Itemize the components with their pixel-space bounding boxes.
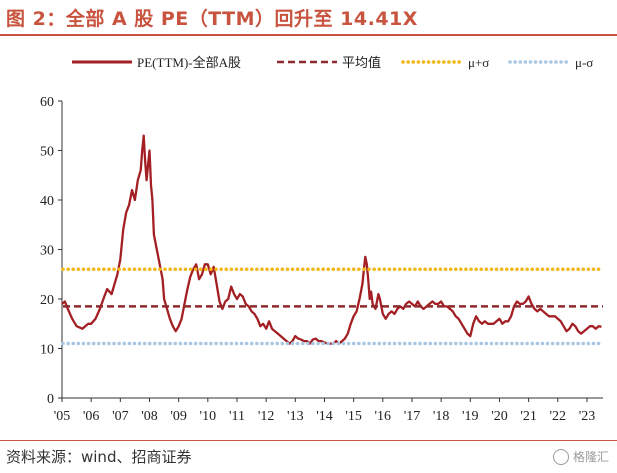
chart-legend: PE(TTM)-全部A股 平均值 μ+σ μ-σ xyxy=(72,55,593,70)
x-tick-label: '23 xyxy=(579,409,596,424)
chart-axes: 0 10 20 30 40 50 60 '05 '06 '07 '08 '09 '10 '11 '12 '13… xyxy=(40,95,603,424)
x-tick-label: '15 xyxy=(345,409,362,424)
x-tick-label: '05 xyxy=(54,409,71,424)
chart-series xyxy=(61,134,605,346)
source-note: 资料来源：wind、招商证券 xyxy=(6,448,192,466)
legend-label: 平均值 xyxy=(342,55,381,70)
x-tick-label: '14 xyxy=(316,409,333,424)
legend-label: μ-σ xyxy=(575,55,593,70)
x-tick-label: '18 xyxy=(433,409,450,424)
legend-label: PE(TTM)-全部A股 xyxy=(137,55,241,70)
x-tick-label: '07 xyxy=(112,409,129,424)
footer-divider xyxy=(0,440,617,441)
x-tick-label: '19 xyxy=(462,409,479,424)
title-divider xyxy=(0,34,617,36)
x-tick-label: '08 xyxy=(141,409,158,424)
y-tick-label: 20 xyxy=(40,293,54,308)
x-tick-label: '10 xyxy=(200,409,217,424)
x-tick-label: '16 xyxy=(375,409,392,424)
x-tick-label: '09 xyxy=(170,409,187,424)
y-tick-label: 50 xyxy=(40,145,54,160)
y-tick-label: 10 xyxy=(40,343,54,358)
y-tick-label: 60 xyxy=(40,95,54,110)
x-tick-label: '21 xyxy=(520,409,537,424)
x-tick-label: '11 xyxy=(229,409,245,424)
x-tick-label: '06 xyxy=(83,409,100,424)
watermark: 格隆汇 xyxy=(552,448,609,465)
x-tick-label: '20 xyxy=(491,409,508,424)
watermark-logo-icon xyxy=(552,448,569,465)
legend-label: μ+σ xyxy=(468,55,489,70)
page-title: 图 2：全部 A 股 PE（TTM）回升至 14.41X xyxy=(6,8,418,30)
watermark-text: 格隆汇 xyxy=(572,450,609,464)
y-tick-label: 30 xyxy=(40,244,54,259)
x-tick-label: '22 xyxy=(550,409,567,424)
y-tick-label: 0 xyxy=(47,392,54,407)
x-tick-label: '13 xyxy=(287,409,304,424)
x-tick-label: '12 xyxy=(258,409,275,424)
pe-ttm-series-line xyxy=(61,134,602,345)
x-tick-label: '17 xyxy=(404,409,421,424)
pe-line-chart: PE(TTM)-全部A股 平均值 μ+σ μ-σ 0 10 20 30 40 50 60 '05 '0… xyxy=(40,55,605,424)
y-tick-label: 40 xyxy=(40,194,54,209)
